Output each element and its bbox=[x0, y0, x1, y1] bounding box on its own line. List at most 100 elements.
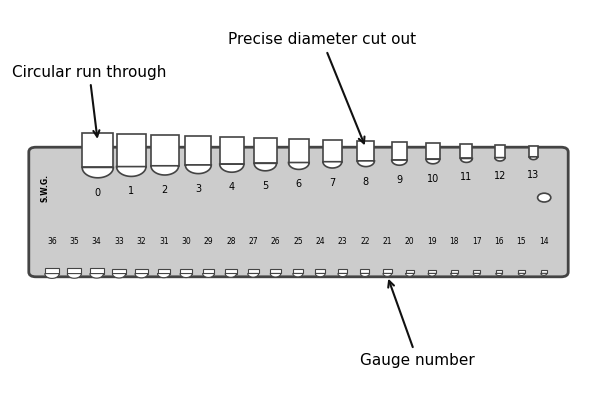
Text: 23: 23 bbox=[338, 238, 347, 246]
Polygon shape bbox=[338, 269, 347, 274]
Polygon shape bbox=[248, 274, 259, 277]
Text: 9: 9 bbox=[397, 175, 403, 185]
Text: 15: 15 bbox=[517, 238, 526, 246]
Text: 25: 25 bbox=[293, 238, 303, 246]
Polygon shape bbox=[495, 158, 505, 161]
Text: 5: 5 bbox=[262, 181, 268, 191]
Polygon shape bbox=[496, 273, 502, 276]
Text: S.W.G.: S.W.G. bbox=[41, 174, 49, 202]
Text: 28: 28 bbox=[226, 238, 236, 246]
Polygon shape bbox=[67, 274, 82, 278]
Polygon shape bbox=[473, 270, 481, 273]
Polygon shape bbox=[496, 270, 502, 273]
Polygon shape bbox=[185, 136, 211, 165]
Text: 33: 33 bbox=[114, 238, 124, 246]
Polygon shape bbox=[473, 273, 481, 276]
Polygon shape bbox=[270, 274, 281, 277]
Polygon shape bbox=[383, 274, 392, 276]
Polygon shape bbox=[254, 138, 277, 163]
Polygon shape bbox=[289, 162, 309, 170]
Text: 13: 13 bbox=[527, 170, 539, 180]
Polygon shape bbox=[451, 274, 458, 276]
Text: 20: 20 bbox=[405, 238, 415, 246]
Text: 11: 11 bbox=[460, 172, 473, 182]
Circle shape bbox=[538, 193, 551, 202]
Polygon shape bbox=[225, 274, 236, 277]
Polygon shape bbox=[112, 274, 125, 278]
Text: 2: 2 bbox=[161, 185, 168, 195]
Text: 16: 16 bbox=[494, 238, 504, 246]
Polygon shape bbox=[220, 137, 244, 164]
Polygon shape bbox=[383, 270, 392, 274]
Polygon shape bbox=[289, 139, 309, 162]
FancyBboxPatch shape bbox=[29, 147, 568, 277]
Polygon shape bbox=[392, 160, 407, 165]
Text: 19: 19 bbox=[427, 238, 437, 246]
Polygon shape bbox=[428, 270, 436, 274]
Polygon shape bbox=[529, 157, 538, 160]
Polygon shape bbox=[406, 270, 414, 274]
Polygon shape bbox=[451, 270, 458, 274]
Polygon shape bbox=[225, 269, 236, 274]
Polygon shape bbox=[135, 274, 148, 278]
Polygon shape bbox=[323, 140, 342, 162]
Text: 6: 6 bbox=[296, 180, 302, 190]
Polygon shape bbox=[67, 268, 82, 274]
Polygon shape bbox=[180, 269, 192, 274]
Text: Precise diameter cut out: Precise diameter cut out bbox=[228, 32, 416, 143]
Polygon shape bbox=[361, 274, 370, 276]
Polygon shape bbox=[158, 269, 170, 274]
Polygon shape bbox=[541, 270, 547, 273]
Text: 31: 31 bbox=[159, 238, 169, 246]
Polygon shape bbox=[203, 269, 214, 274]
Polygon shape bbox=[90, 268, 104, 274]
Polygon shape bbox=[357, 161, 374, 167]
Polygon shape bbox=[82, 168, 113, 178]
Text: 4: 4 bbox=[229, 182, 235, 192]
Polygon shape bbox=[338, 274, 347, 276]
Text: 18: 18 bbox=[449, 238, 459, 246]
Polygon shape bbox=[426, 143, 440, 159]
Polygon shape bbox=[316, 274, 325, 277]
Polygon shape bbox=[316, 269, 325, 274]
Text: Gauge number: Gauge number bbox=[360, 281, 475, 368]
Polygon shape bbox=[158, 274, 170, 278]
Polygon shape bbox=[460, 144, 472, 158]
Text: 26: 26 bbox=[271, 238, 280, 246]
Polygon shape bbox=[518, 270, 524, 273]
Text: 10: 10 bbox=[427, 174, 439, 184]
Polygon shape bbox=[518, 273, 524, 276]
Polygon shape bbox=[460, 158, 472, 162]
Text: 34: 34 bbox=[92, 238, 101, 246]
Text: 27: 27 bbox=[248, 238, 258, 246]
Polygon shape bbox=[541, 273, 547, 275]
Polygon shape bbox=[220, 164, 244, 172]
Text: 0: 0 bbox=[95, 188, 101, 198]
Polygon shape bbox=[203, 274, 214, 278]
Text: 8: 8 bbox=[363, 177, 369, 187]
Polygon shape bbox=[45, 274, 59, 278]
Polygon shape bbox=[45, 268, 59, 274]
Polygon shape bbox=[151, 135, 179, 166]
Polygon shape bbox=[293, 269, 303, 274]
Polygon shape bbox=[151, 166, 179, 175]
Polygon shape bbox=[426, 159, 440, 164]
Polygon shape bbox=[270, 269, 281, 274]
Text: 3: 3 bbox=[195, 184, 202, 194]
Polygon shape bbox=[323, 162, 342, 168]
Polygon shape bbox=[112, 268, 125, 274]
Polygon shape bbox=[357, 141, 374, 161]
Polygon shape bbox=[135, 268, 148, 274]
Text: 32: 32 bbox=[137, 238, 146, 246]
Polygon shape bbox=[495, 145, 505, 158]
Text: 21: 21 bbox=[383, 238, 392, 246]
Text: 7: 7 bbox=[329, 178, 335, 188]
Text: 12: 12 bbox=[494, 171, 506, 181]
Polygon shape bbox=[293, 274, 303, 277]
Polygon shape bbox=[406, 274, 414, 276]
Text: 17: 17 bbox=[472, 238, 482, 246]
Text: 29: 29 bbox=[203, 238, 213, 246]
Polygon shape bbox=[254, 163, 277, 171]
Text: 24: 24 bbox=[316, 238, 325, 246]
Polygon shape bbox=[392, 142, 407, 160]
